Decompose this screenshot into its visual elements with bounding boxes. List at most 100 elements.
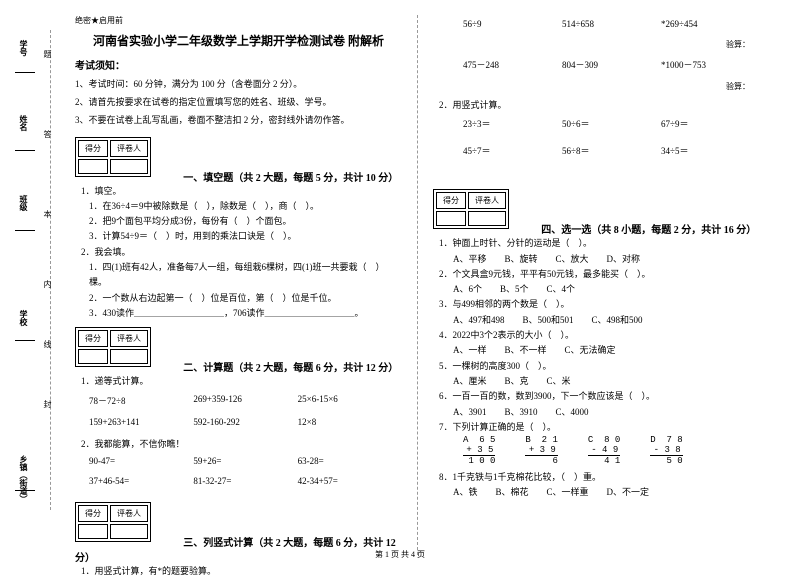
mc-opt: A、6个 — [453, 282, 482, 297]
q4-stem: 2．我都能算，不信你瞧！ — [81, 437, 402, 452]
margin-underline — [15, 150, 35, 151]
calc-expr: 37+46-54= — [89, 476, 193, 486]
mc-options: A、6个 B、5个 C、4个 — [453, 282, 760, 297]
right-column: 56÷9 514÷658 *269÷454 验算： 475－248 804－30… — [418, 15, 775, 555]
mc-opt: C、4个 — [547, 282, 576, 297]
q7-col: A 6 5 + 3 5 1 0 0 — [463, 435, 495, 466]
mc-stem: 2．个文具盒9元钱，平平有50元钱，最多能买（ ）。 — [439, 267, 760, 282]
check-label: 验算： — [433, 39, 750, 50]
mc-stem: 8．1千克铁与1千克棉花比较，（ ）重。 — [439, 470, 760, 485]
section-1-title: 一、填空题（共 2 大题，每题 5 分，共计 10 分） — [183, 173, 398, 184]
calc-expr: 159+263+141 — [89, 417, 193, 427]
calc-expr: 45÷7＝ — [463, 144, 562, 157]
calc-row: 475－248 804－309 *1000－753 — [463, 58, 760, 71]
grader-label: 评卷人 — [110, 330, 148, 347]
calc-expr: 25×6-15×6 — [298, 394, 402, 407]
margin-vert-char: 答 — [42, 130, 53, 138]
mc-opt: C、米 — [547, 374, 571, 389]
q2-stem: 2．我会填。 — [81, 245, 402, 260]
calc-expr: 59+26= — [193, 456, 297, 466]
notice-item: 3、不要在试卷上乱写乱画，卷面不整洁扣 2 分，密封线外请勿作答。 — [75, 112, 402, 128]
mc-opt: B、不一样 — [505, 343, 547, 358]
margin-underline — [15, 490, 35, 491]
calc-expr: *269÷454 — [661, 19, 760, 29]
calc-expr: 23÷3＝ — [463, 117, 562, 130]
notice-item: 1、考试时间：60 分钟，满分为 100 分（含卷面分 2 分）。 — [75, 76, 402, 92]
confidential-label: 绝密★启用前 — [75, 15, 402, 26]
q6-stem: 2．用竖式计算。 — [439, 98, 760, 113]
calc-expr: 78－72÷8 — [89, 394, 193, 407]
mc-opt: B、5个 — [500, 282, 529, 297]
q2-sub: 1．四(1)班有42人，准备每7人一组，每组栽6棵树，四(1)班一共要栽（ ）棵… — [89, 260, 402, 291]
score-box: 得分 评卷人 — [75, 327, 151, 367]
mc-opt: A、3901 — [453, 405, 487, 420]
mc-stem: 6．一百一百的数，数到3900，下一个数应该是（ ）。 — [439, 389, 760, 404]
calc-expr: 475－248 — [463, 58, 562, 71]
calc-expr: 804－309 — [562, 58, 661, 71]
calc-expr: 12×8 — [298, 417, 402, 427]
score-label: 得分 — [436, 192, 466, 209]
check-label: 验算： — [433, 81, 750, 92]
calc-expr: 90-47= — [89, 456, 193, 466]
margin-label-id: 学号 — [18, 40, 29, 56]
mc-opt: A、497和498 — [453, 313, 505, 328]
q1-stem: 1．填空。 — [81, 184, 402, 199]
mc-options: A、497和498 B、500和501 C、498和500 — [453, 313, 760, 328]
mc-opt: C、无法确定 — [565, 343, 616, 358]
score-box: 得分 评卷人 — [75, 502, 151, 542]
mc-stem: 3．与499相邻的两个数是（ ）。 — [439, 297, 760, 312]
calc-row: 45÷7＝ 56÷8＝ 34÷5＝ — [463, 144, 760, 157]
margin-vert-char: 内 — [42, 280, 53, 288]
mc-opt: C、498和500 — [592, 313, 643, 328]
calc-expr: 67÷9＝ — [661, 117, 760, 130]
calc-expr: 592-160-292 — [193, 417, 297, 427]
notice-title: 考试须知： — [75, 57, 402, 72]
mc-stem: 4．2022中3个2表示的大小（ ）。 — [439, 328, 760, 343]
calc-expr: 514÷658 — [562, 19, 661, 29]
margin-underline — [15, 340, 35, 341]
q7-col: D 7 8 - 3 8 5 0 — [650, 435, 682, 466]
calc-row: 37+46-54= 81-32-27= 42-34+57= — [89, 476, 402, 486]
calc-expr: 56÷9 — [463, 19, 562, 29]
calc-expr: 34÷5＝ — [661, 144, 760, 157]
grader-label: 评卷人 — [110, 140, 148, 157]
q1-sub: 3．计算54÷9＝（ ）时，用到的乘法口诀是（ ）。 — [89, 229, 402, 244]
q1-sub: 1．在36÷4＝9中被除数是（ ），除数是（ ），商（ ）。 — [89, 199, 402, 214]
calc-expr: 50÷6＝ — [562, 117, 661, 130]
q1-sub: 2．把9个面包平均分成3份，每份有（ ）个面包。 — [89, 214, 402, 229]
mc-options: A、一样 B、不一样 C、无法确定 — [453, 343, 760, 358]
mc-opt: B、3910 — [505, 405, 538, 420]
grader-label: 评卷人 — [110, 505, 148, 522]
section-2-title: 二、计算题（共 2 大题，每题 6 分，共计 12 分） — [183, 363, 398, 374]
margin-vert-char: 题 — [42, 50, 53, 58]
margin-dashed-line — [50, 30, 51, 510]
score-box: 得分 评卷人 — [75, 137, 151, 177]
mc-stem: 1．钟面上时针、分针的运动是（ ）。 — [439, 236, 760, 251]
score-box: 得分 评卷人 — [433, 189, 509, 229]
grader-label: 评卷人 — [468, 192, 506, 209]
calc-expr: *1000－753 — [661, 58, 760, 71]
left-column: 绝密★启用前 河南省实验小学二年级数学上学期开学检测试卷 附解析 考试须知： 1… — [60, 15, 418, 555]
q7-columns: A 6 5 + 3 5 1 0 0 B 2 1 + 3 9 6 C 8 0 - … — [463, 435, 760, 466]
notice-item: 2、请首先按要求在试卷的指定位置填写您的姓名、班级、学号。 — [75, 94, 402, 110]
mc-stem: 7．下列计算正确的是（ ）。 — [439, 420, 760, 435]
mc-options: A、3901 B、3910 C、4000 — [453, 405, 760, 420]
mc-opt: A、一样 — [453, 343, 487, 358]
page-footer: 第 1 页 共 4 页 — [0, 549, 800, 560]
calc-expr: 269+359-126 — [193, 394, 297, 407]
mc-options: A、厘米 B、克 C、米 — [453, 374, 760, 389]
score-label: 得分 — [78, 330, 108, 347]
mc-opt: A、铁 — [453, 485, 478, 500]
calc-row: 90-47= 59+26= 63-28= — [89, 456, 402, 466]
q5-stem: 1．用竖式计算，有*的题要验算。 — [81, 564, 402, 579]
margin-vert-char: 封 — [42, 400, 53, 408]
exam-title: 河南省实验小学二年级数学上学期开学检测试卷 附解析 — [75, 32, 402, 49]
q7-col: C 8 0 - 4 9 4 1 — [588, 435, 620, 466]
calc-row: 23÷3＝ 50÷6＝ 67÷9＝ — [463, 117, 760, 130]
page: 绝密★启用前 河南省实验小学二年级数学上学期开学检测试卷 附解析 考试须知： 1… — [0, 0, 800, 565]
mc-opt: C、放大 — [556, 252, 589, 267]
margin-label-class: 班级 — [18, 195, 29, 211]
calc-expr: 81-32-27= — [193, 476, 297, 486]
margin-vert-char: 本 — [42, 210, 53, 218]
q3-stem: 1．递等式计算。 — [81, 374, 402, 389]
